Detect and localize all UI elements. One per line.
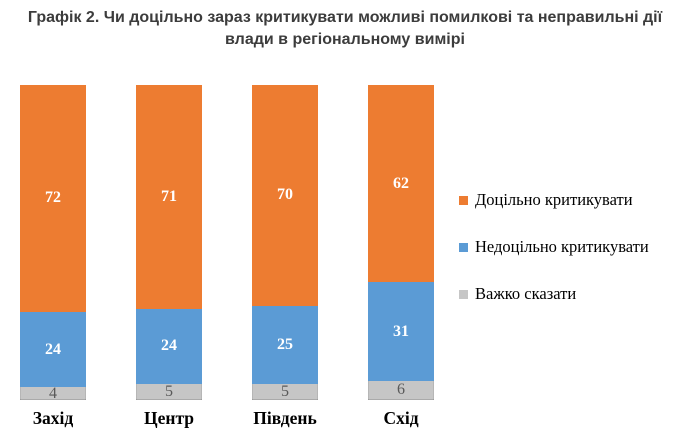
bar-segment: 24: [136, 308, 202, 385]
segment-value-label: 62: [393, 174, 409, 192]
segment-value-label: 5: [165, 383, 173, 401]
bars-row: 72 24 4 71 24 5 70 25 5 62 31 6: [20, 85, 434, 402]
legend-swatch-icon: [459, 195, 468, 205]
bar-segment: 5: [252, 384, 318, 400]
bar-group: 70 25 5: [252, 85, 318, 400]
segment-value-label: 31: [393, 322, 409, 340]
bar-group: 72 24 4: [20, 85, 86, 402]
segment-value-label: 6: [397, 381, 405, 399]
bar-stack: 62 31 6: [368, 85, 434, 400]
segment-value-label: 4: [49, 384, 57, 402]
bar-group: 71 24 5: [136, 85, 202, 400]
bar-segment: 72: [20, 85, 86, 312]
bar-segment: 31: [368, 282, 434, 381]
bar-segment: 4: [20, 384, 86, 402]
bar-segment: 6: [368, 380, 434, 400]
bar-group: 62 31 6: [368, 85, 434, 400]
legend-label: Доцільно критикувати: [475, 190, 633, 209]
legend-label: Важко сказати: [475, 284, 577, 303]
bar-segment: 5: [136, 384, 202, 400]
legend-swatch-icon: [459, 289, 468, 299]
bar-segment: 71: [136, 85, 202, 309]
legend-item: Недоцільно критикувати: [459, 237, 649, 257]
bar-segment: 70: [252, 85, 318, 306]
segment-value-label: 5: [281, 383, 289, 401]
bar-segment: 25: [252, 305, 318, 385]
bar-stack: 70 25 5: [252, 85, 318, 400]
chart-title: Графік 2. Чи доцільно зараз критикувати …: [27, 9, 663, 48]
category-label: Південь: [253, 408, 317, 428]
segment-value-label: 24: [161, 337, 177, 355]
legend: Доцільно критикувати Недоцільно критикув…: [459, 190, 649, 304]
segment-value-label: 24: [45, 340, 61, 358]
bar-stack: 72 24 4: [20, 85, 86, 402]
segment-value-label: 72: [45, 189, 61, 207]
segment-value-label: 25: [277, 335, 293, 353]
category-label: Центр: [143, 408, 194, 428]
category-label: Захід: [32, 408, 74, 428]
category-label: Схід: [383, 408, 419, 428]
plot-area: 72 24 4 71 24 5 70 25 5 62 31 6: [20, 85, 434, 429]
legend-item: Важко сказати: [459, 284, 649, 304]
legend-label: Недоцільно критикувати: [475, 237, 649, 256]
segment-value-label: 70: [277, 186, 293, 204]
category-labels-row: Захід Центр Південь Схід: [20, 408, 434, 429]
bar-segment: 62: [368, 85, 434, 283]
legend-item: Доцільно критикувати: [459, 190, 649, 210]
segment-value-label: 71: [161, 187, 177, 205]
legend-swatch-icon: [459, 242, 468, 252]
bar-segment: 24: [20, 311, 86, 388]
bar-stack: 71 24 5: [136, 85, 202, 400]
